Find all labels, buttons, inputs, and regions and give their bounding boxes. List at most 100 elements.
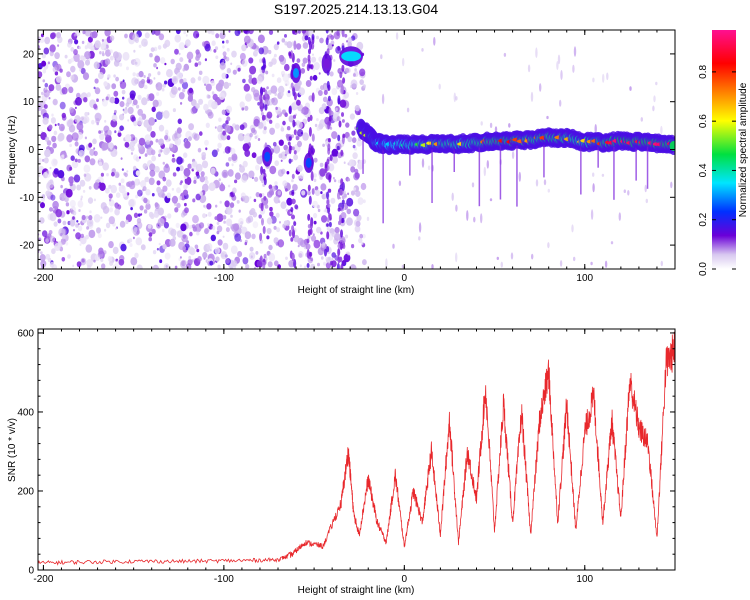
noise-blob [257,34,265,44]
noise-blob [344,234,349,239]
noise-blob [38,173,41,178]
noise-blob [188,59,192,63]
noise-blob [318,90,323,96]
feature-core [293,68,299,78]
streak-blob [263,196,267,201]
chart-title: S197.2025.214.13.13.G04 [274,1,438,17]
noise-blob [334,226,340,234]
noise-blob [195,49,200,55]
streak-blob [309,41,312,51]
streak-blob [337,134,341,142]
noise-blob [317,262,320,267]
noise-blob [606,72,609,81]
noise-blob [453,92,456,103]
streak-blob [309,75,313,81]
noise-blob [313,62,320,71]
noise-blob [86,226,90,230]
noise-blob [39,217,45,224]
noise-blob [55,209,63,218]
noise-blob [205,83,212,92]
noise-blob [234,233,242,242]
noise-blob [268,49,272,55]
noise-blob [645,198,648,204]
track-body [669,141,675,151]
noise-blob [143,209,148,214]
noise-blob [343,161,346,164]
noise-blob [322,96,328,103]
streak-blob [309,228,313,235]
noise-blob [278,153,283,159]
noise-blob [114,208,120,216]
noise-blob [247,215,254,223]
noise-blob [216,148,220,152]
noise-blob [299,264,302,268]
noise-blob [350,166,356,173]
noise-blob [273,237,279,244]
noise-blob [109,260,114,266]
track-leak [409,149,411,176]
noise-blob [143,197,148,204]
noise-blob [98,161,103,167]
noise-blob [181,81,189,90]
noise-blob [225,227,230,233]
noise-blob [210,167,216,175]
noise-blob [243,35,251,44]
streak-blob [262,261,266,269]
noise-blob [99,182,106,191]
noise-blob [352,152,358,160]
noise-blob [278,54,285,62]
noise-blob [52,142,57,149]
noise-blob [155,111,163,120]
noise-blob [156,92,160,96]
streak-blob [259,193,263,198]
noise-blob [186,51,194,60]
noise-blob [242,160,248,168]
noise-blob [93,103,98,110]
noise-blob [139,205,144,211]
noise-blob [204,139,209,146]
noise-blob [159,259,163,264]
noise-blob [327,43,333,51]
noise-blob [273,225,277,230]
noise-blob [177,132,182,138]
noise-blob [71,132,79,141]
noise-blob [349,113,355,120]
noise-blob [281,38,286,43]
noise-blob [53,221,58,227]
noise-blob [275,212,280,218]
noise-blob [57,218,62,224]
noise-blob [216,213,224,222]
noise-blob [197,61,202,66]
noise-blob [221,72,227,80]
noise-blob [146,78,151,84]
noise-blob [101,142,109,151]
noise-blob [326,98,333,107]
noise-blob [500,261,503,268]
noise-blob [161,87,165,92]
noise-blob [132,165,137,171]
streak-blob [340,264,344,269]
noise-blob [266,111,273,119]
noise-blob [215,55,219,60]
track-leak [635,145,637,181]
noise-blob [239,52,246,61]
noise-blob [268,63,271,66]
noise-blob [269,119,273,124]
noise-blob [67,254,71,259]
noise-blob [293,234,300,243]
noise-blob [304,35,309,41]
noise-blob [137,213,141,217]
noise-blob [42,230,48,238]
noise-blob [155,138,159,143]
noise-blob [230,245,238,254]
track-leak [597,146,599,168]
noise-blob [74,158,78,163]
noise-blob [82,30,86,35]
noise-blob [234,179,238,184]
noise-blob [100,130,104,134]
noise-blob [181,260,186,267]
noise-blob [190,107,196,115]
noise-blob [49,51,54,57]
noise-blob [670,181,673,189]
noise-blob [84,155,91,163]
